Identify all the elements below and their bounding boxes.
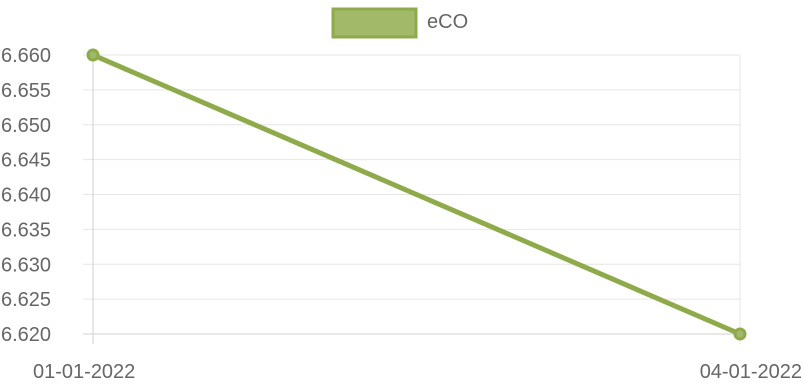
grid — [83, 54, 741, 344]
data-point — [86, 48, 100, 62]
series-eco — [86, 48, 747, 341]
y-axis-tick-labels: 6.660 6.655 6.650 6.645 6.640 6.635 6.630 6.625… — [1, 45, 51, 346]
legend-label-eco[interactable]: eCO — [427, 11, 468, 33]
y-tick-label: 6.645 — [1, 150, 51, 172]
y-tick-label: 6.625 — [1, 289, 51, 311]
legend[interactable]: eCO — [331, 7, 468, 39]
legend-swatch-eco[interactable] — [331, 7, 418, 39]
y-tick-label: 6.660 — [1, 45, 51, 67]
y-tick-label: 6.630 — [1, 254, 51, 276]
data-point — [733, 327, 747, 341]
x-tick-label: 01-01-2022 — [33, 361, 135, 383]
x-axis-tick-labels: 01-01-2022 04-01-2022 — [33, 361, 802, 383]
x-tick-label: 04-01-2022 — [700, 361, 802, 383]
y-tick-label: 6.655 — [1, 80, 51, 102]
y-tick-label: 6.620 — [1, 324, 51, 346]
y-tick-label: 6.640 — [1, 185, 51, 207]
y-tick-label: 6.650 — [1, 115, 51, 137]
series-line — [90, 52, 743, 337]
y-tick-label: 6.635 — [1, 219, 51, 241]
